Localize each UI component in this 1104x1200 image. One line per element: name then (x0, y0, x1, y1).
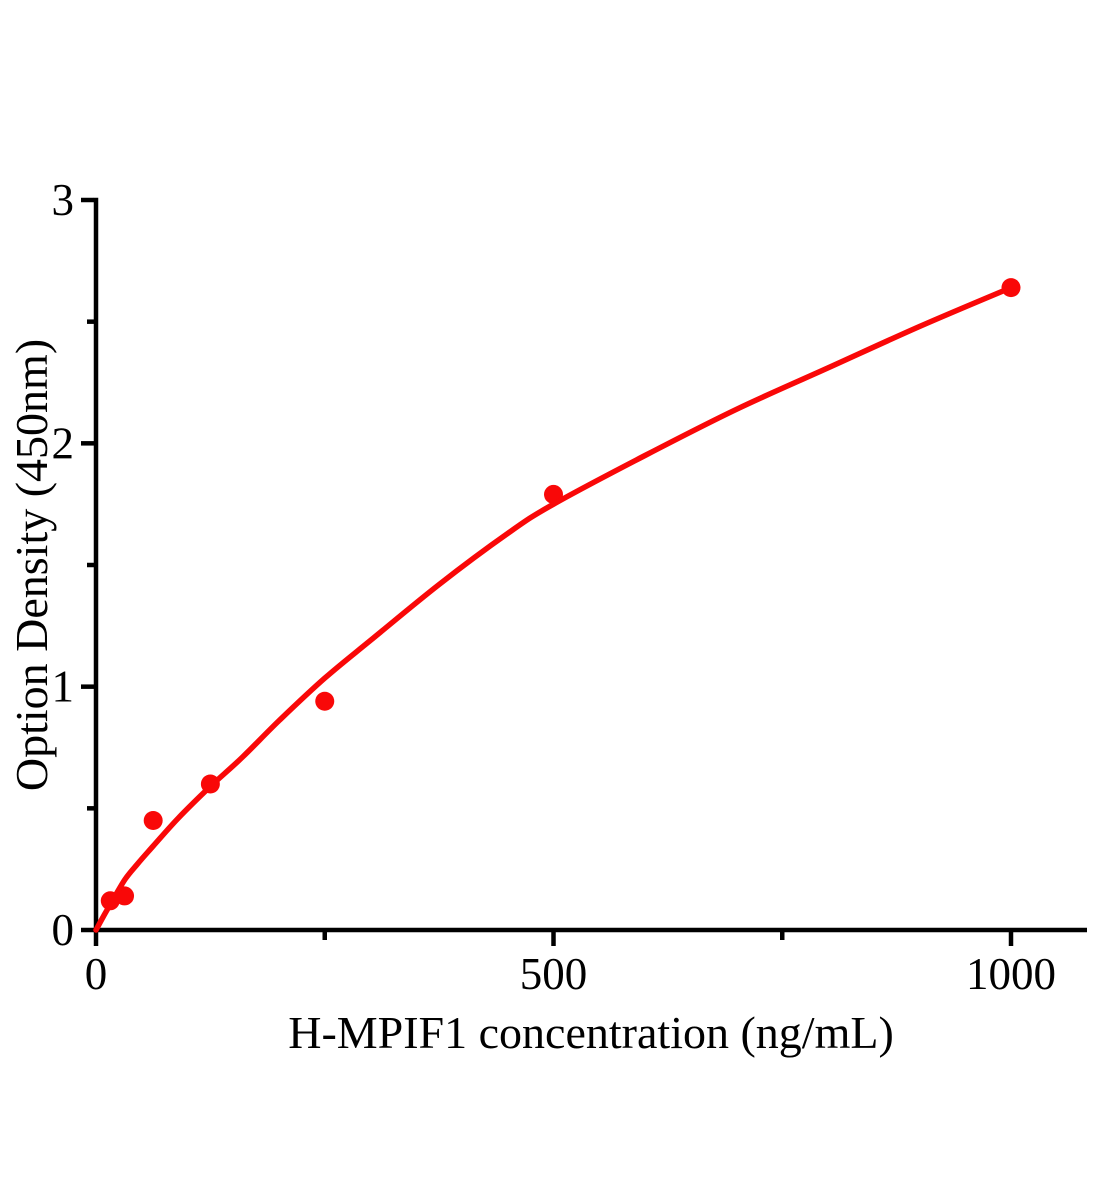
x-tick-label: 0 (85, 949, 108, 999)
y-axis-title: Option Density (450nm) (6, 339, 57, 791)
axis-spines (93, 197, 1087, 933)
y-tick-label: 2 (52, 418, 75, 468)
data-point (315, 691, 335, 711)
y-tick-label: 1 (52, 662, 75, 712)
tick-labels-group: 0 500 1000 0 1 2 3 (52, 175, 1057, 999)
ticks-group (81, 197, 1014, 946)
y-tick-label: 3 (52, 175, 75, 225)
x-tick-label: 500 (520, 949, 588, 999)
series-group (93, 278, 1021, 933)
x-axis-title: H-MPIF1 concentration (ng/mL) (288, 1007, 894, 1058)
data-point (143, 811, 163, 830)
axes-group (93, 197, 1087, 933)
fit-curve (93, 284, 1014, 933)
x-tick-label: 1000 (966, 949, 1056, 999)
y-tick-label: 0 (52, 905, 75, 955)
